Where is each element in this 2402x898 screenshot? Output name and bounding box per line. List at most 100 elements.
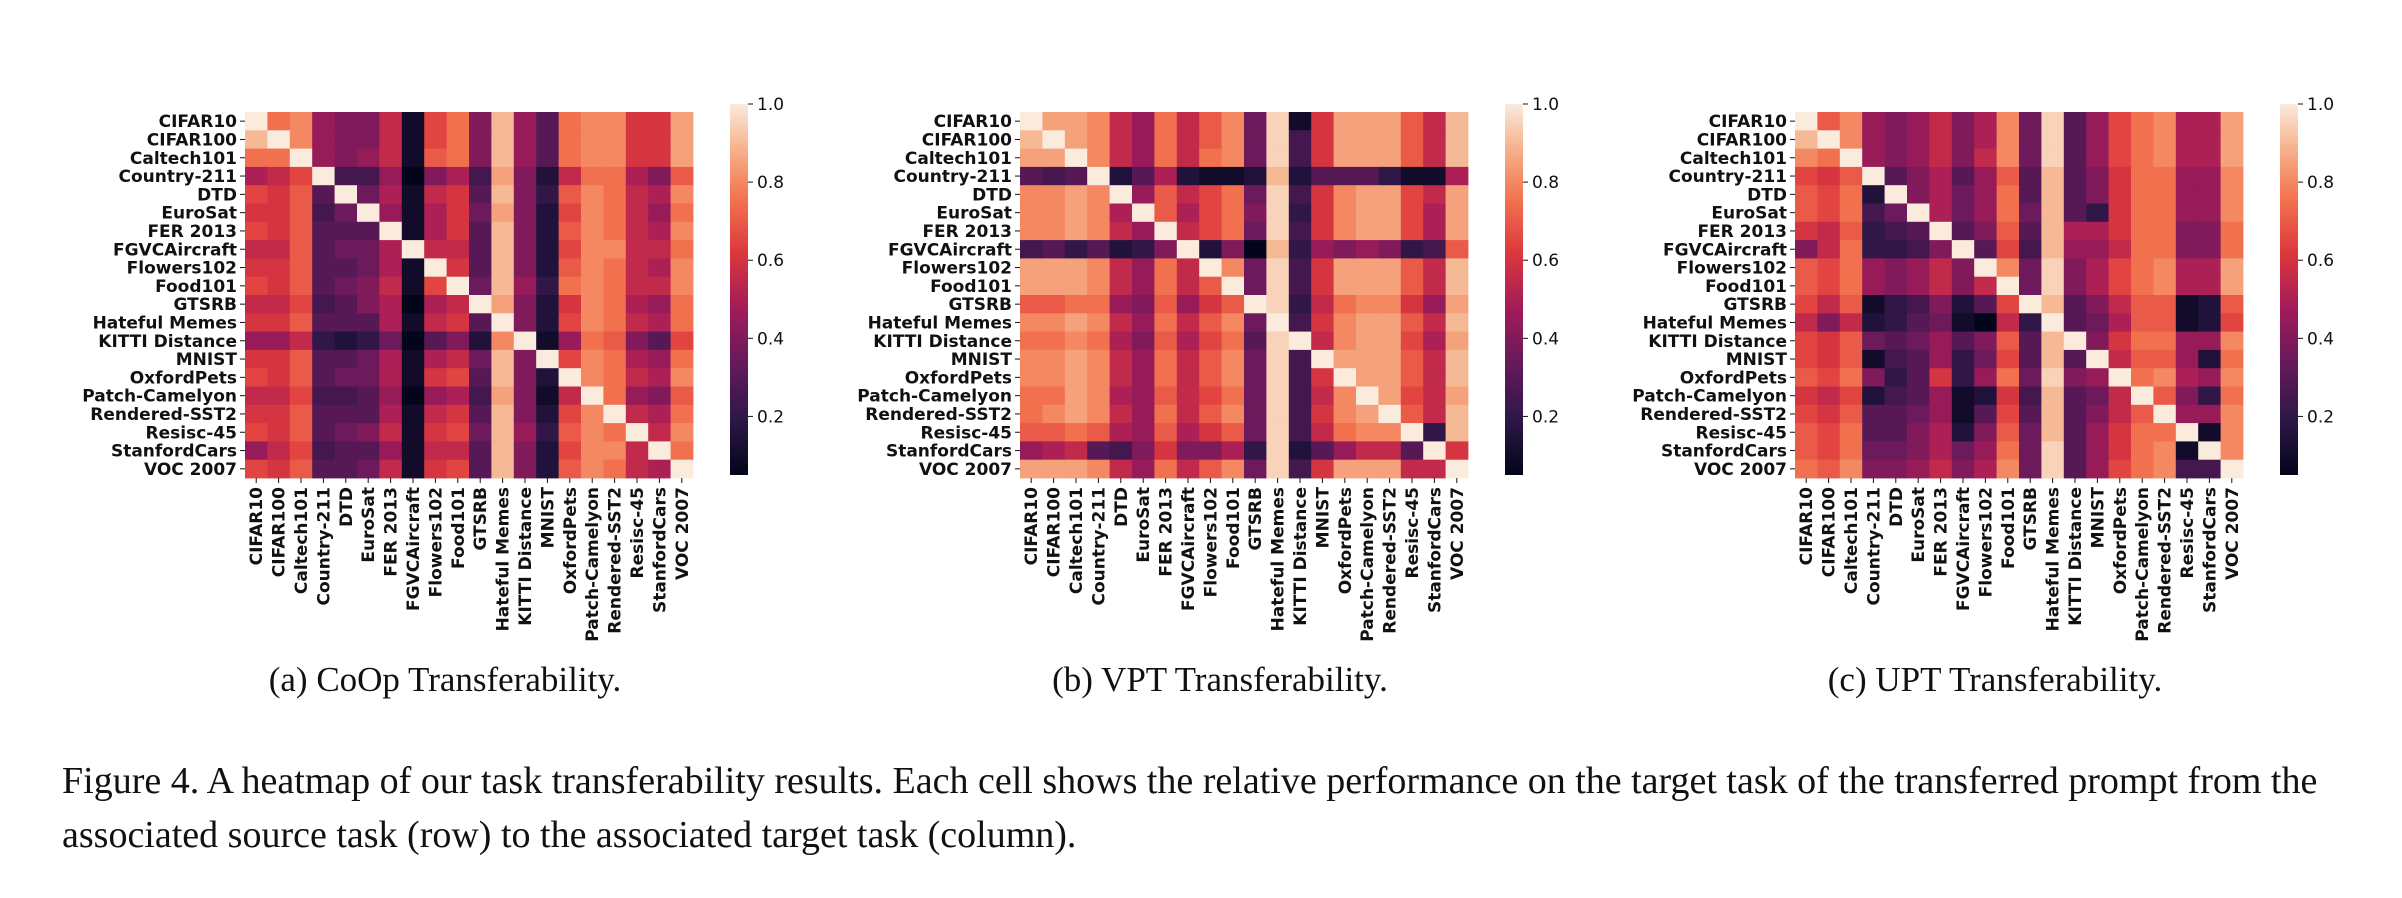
heatmap-cell [1356, 130, 1379, 149]
heatmap-cell [357, 331, 380, 351]
heatmap-cell [1400, 441, 1424, 461]
heatmap-cell [1020, 276, 1043, 296]
heatmap-cell [1288, 148, 1312, 168]
heatmap-cell [2086, 349, 2109, 369]
heatmap-cell [2175, 313, 2199, 332]
heatmap-cell [2063, 221, 2087, 241]
heatmap-cell [1109, 459, 1133, 479]
heatmap-cell [2108, 240, 2132, 259]
heatmap-cell [1423, 368, 1446, 387]
heatmap-cell [491, 295, 515, 314]
heatmap-cell [446, 130, 470, 149]
subcaption-vpt: (b) VPT Transferability. [1052, 660, 1388, 699]
row-label: Caltech101 [130, 149, 237, 169]
heatmap-cell [1951, 258, 1975, 278]
heatmap-cell [1929, 203, 1953, 223]
heatmap-cell [603, 459, 627, 479]
heatmap-cell [2220, 313, 2244, 332]
heatmap-cell [334, 166, 358, 186]
row-label: Food101 [155, 277, 237, 297]
row-label: KITTI Distance [1648, 332, 1787, 352]
heatmap-cell [1929, 331, 1953, 351]
heatmap-cell [1132, 349, 1155, 369]
heatmap-cell [1356, 166, 1379, 186]
heatmap-cell [603, 423, 627, 442]
heatmap-cell [513, 276, 537, 296]
heatmap-cell [1400, 203, 1424, 223]
heatmap-cell [334, 240, 358, 259]
heatmap-cell [1087, 295, 1110, 314]
heatmap-cell [2153, 295, 2177, 314]
heatmap-cell [1817, 203, 1841, 223]
heatmap-cell [2063, 258, 2087, 278]
heatmap-cell [2063, 203, 2087, 223]
heatmap-cell [1288, 368, 1312, 387]
heatmap-cell [1132, 240, 1155, 259]
heatmap-cell [1929, 166, 1953, 186]
heatmap-cell [267, 368, 291, 387]
heatmap-cell [1132, 221, 1155, 241]
heatmap-cell [1974, 240, 1997, 259]
heatmap-cell [2086, 166, 2109, 186]
heatmap-cell [1378, 349, 1402, 369]
heatmap-cell [1311, 130, 1334, 149]
heatmap-cell [1356, 258, 1379, 278]
heatmap-cell [625, 404, 649, 424]
heatmap-cell [1907, 423, 1930, 442]
heatmap-cell [1929, 221, 1953, 241]
heatmap-cell [1244, 112, 1267, 131]
heatmap-cell [1400, 258, 1424, 278]
heatmap-cell [670, 148, 694, 168]
heatmap-cell [1221, 166, 1245, 186]
heatmap-cell [1974, 166, 1997, 186]
heatmap-cell [1132, 459, 1155, 479]
heatmap-cell [536, 423, 559, 442]
heatmap-cell [334, 331, 358, 351]
heatmap-cell [1974, 349, 1997, 369]
heatmap-cell [2041, 404, 2065, 424]
heatmap-cell [1064, 404, 1088, 424]
heatmap-cell [581, 276, 604, 296]
heatmap-cell [245, 459, 268, 479]
heatmap-cell [536, 203, 559, 223]
heatmap-cell [1795, 276, 1818, 296]
heatmap-cell [1996, 386, 2020, 406]
heatmap-cell [1199, 258, 1222, 278]
heatmap-cell [1087, 203, 1110, 223]
heatmap-cell [2198, 148, 2221, 168]
heatmap-cell [1311, 313, 1334, 332]
heatmap-cell [648, 148, 671, 168]
heatmap-cell [1423, 313, 1446, 332]
heatmap-cell [491, 331, 515, 351]
heatmap-cell [2086, 441, 2109, 461]
heatmap-cell [1333, 386, 1357, 406]
heatmap-cell [513, 441, 537, 461]
heatmap-cell [1244, 404, 1267, 424]
heatmap-cell [2220, 240, 2244, 259]
column-label: Patch-Camelyon [1358, 487, 1378, 642]
heatmap-cell [2131, 331, 2154, 351]
heatmap-cell [558, 276, 582, 296]
heatmap-cell [1064, 349, 1088, 369]
heatmap-cell [648, 112, 671, 131]
heatmap-cell [1907, 349, 1930, 369]
heatmap-cell [1400, 313, 1424, 332]
heatmap-cell [1445, 459, 1469, 479]
heatmap-cell [1862, 130, 1885, 149]
heatmap-cell [2019, 459, 2042, 479]
heatmap-cell [1199, 459, 1222, 479]
heatmap-cell [1951, 185, 1975, 204]
heatmap-cell [401, 166, 425, 186]
row-label: Hateful Memes [93, 313, 237, 333]
heatmap-cell [1266, 112, 1290, 131]
heatmap-cell [334, 185, 358, 204]
heatmap-cell [2086, 276, 2109, 296]
heatmap-cell [357, 404, 380, 424]
heatmap-cell [2131, 240, 2154, 259]
heatmap-cell [1087, 441, 1110, 461]
heatmap-cell [1907, 313, 1930, 332]
heatmap-cell [2131, 203, 2154, 223]
heatmap-cell [1087, 112, 1110, 131]
heatmap-cell [1817, 112, 1841, 131]
heatmap-cell [1221, 221, 1245, 241]
